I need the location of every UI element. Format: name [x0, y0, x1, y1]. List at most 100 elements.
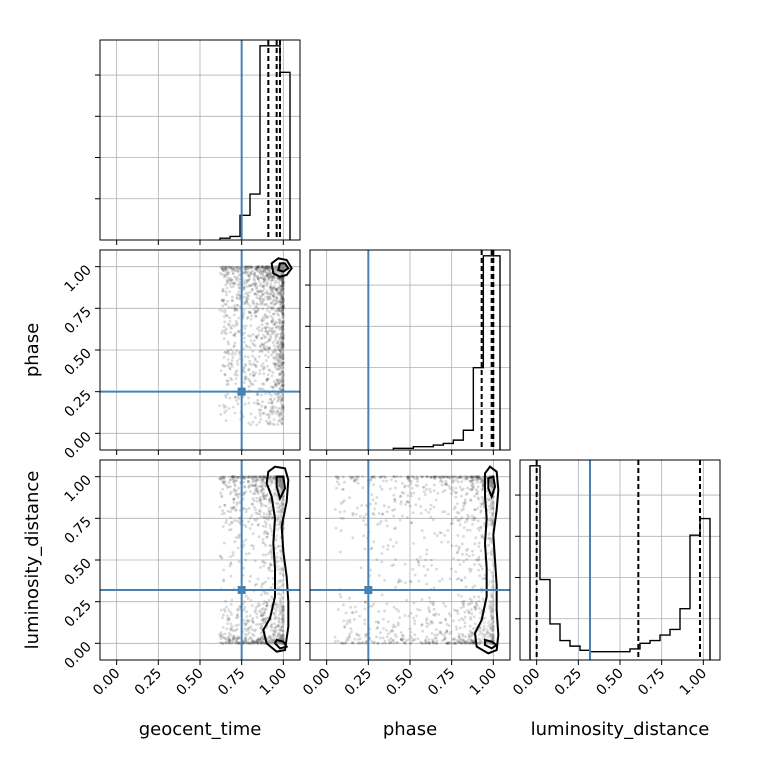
scatter-point: [279, 272, 283, 275]
scatter-point: [269, 406, 273, 410]
scatter-point: [250, 641, 253, 645]
scatter-point: [431, 602, 434, 606]
scatter-point: [463, 475, 466, 479]
scatter-point: [336, 608, 340, 611]
scatter-point: [250, 523, 254, 526]
scatter-point: [251, 266, 254, 270]
scatter-point: [396, 623, 400, 627]
scatter-point: [269, 526, 273, 530]
scatter-point: [472, 615, 476, 619]
scatter-point: [219, 641, 223, 645]
scatter-point: [231, 356, 235, 359]
scatter-point: [266, 305, 270, 309]
scatter-point: [272, 475, 276, 479]
scatter-point: [460, 638, 463, 642]
scatter-point: [234, 616, 238, 620]
scatter-point: [448, 487, 452, 491]
scatter-point: [249, 311, 252, 315]
scatter-point: [266, 350, 270, 354]
scatter-point: [381, 641, 385, 645]
scatter-point: [254, 284, 258, 287]
scatter-point: [272, 476, 276, 480]
scatter-point: [223, 372, 227, 376]
scatter-point: [466, 486, 469, 490]
scatter-point: [269, 638, 273, 642]
scatter-point: [244, 552, 248, 556]
scatter-point: [272, 322, 276, 326]
scatter-point: [340, 641, 344, 645]
scatter-point: [262, 284, 266, 287]
scatter-point: [458, 641, 462, 645]
scatter-point: [272, 475, 276, 479]
scatter-point: [429, 475, 433, 479]
scatter-point: [471, 487, 475, 491]
scatter-point: [273, 357, 277, 361]
scatter-point: [247, 377, 251, 381]
scatter-point: [231, 634, 235, 638]
scatter-point: [280, 370, 284, 374]
scatter-point: [277, 276, 280, 280]
scatter-point: [386, 548, 390, 551]
scatter-point: [255, 401, 259, 405]
scatter-point: [472, 516, 476, 520]
scatter-point: [257, 329, 261, 333]
scatter-point: [262, 488, 266, 492]
scatter-point: [263, 405, 267, 409]
scatter-point: [231, 324, 234, 327]
scatter-point: [490, 594, 494, 597]
scatter-point: [280, 277, 284, 281]
scatter-point: [264, 607, 268, 611]
scatter-point: [229, 528, 233, 531]
scatter-point: [243, 375, 247, 379]
scatter-point: [489, 592, 492, 596]
scatter-point: [236, 269, 240, 273]
scatter-point: [277, 515, 281, 519]
scatter-point: [281, 311, 285, 315]
scatter-point: [249, 334, 252, 338]
scatter-point: [279, 373, 283, 377]
scatter-point: [276, 392, 280, 396]
scatter-point: [278, 346, 282, 350]
scatter-point: [490, 614, 494, 618]
scatter-point: [272, 475, 276, 479]
scatter-point: [343, 624, 346, 628]
scatter-point: [419, 505, 423, 508]
scatter-point: [221, 273, 224, 277]
scatter-point: [463, 615, 467, 619]
contour-scatter-phase-vs-luminosity-distance-0: [473, 465, 500, 655]
scatter-point: [490, 514, 494, 517]
scatter-point: [280, 399, 284, 402]
scatter-point: [238, 357, 241, 361]
scatter-point: [266, 332, 270, 336]
scatter-point: [257, 640, 260, 644]
scatter-point: [236, 641, 240, 645]
scatter-point: [259, 408, 263, 412]
scatter-point: [270, 569, 274, 573]
scatter-point: [450, 475, 454, 479]
scatter-point: [486, 543, 490, 547]
scatter-point: [281, 605, 284, 608]
scatter-point: [279, 559, 283, 563]
scatter-point: [223, 329, 227, 332]
scatter-point: [409, 482, 413, 486]
scatter-point: [261, 272, 264, 276]
scatter-point: [395, 475, 399, 479]
scatter-point: [278, 364, 282, 368]
scatter-point: [361, 486, 365, 490]
scatter-point: [457, 558, 460, 562]
scatter-point: [281, 617, 285, 621]
scatter-point: [224, 419, 228, 423]
scatter-point: [255, 423, 259, 427]
scatter-point: [454, 609, 458, 613]
scatter-point: [242, 621, 246, 625]
scatter-point: [244, 265, 248, 269]
scatter-point: [227, 266, 230, 270]
scatter-point: [253, 282, 257, 286]
scatter-point: [281, 338, 285, 341]
scatter-point: [281, 300, 284, 304]
scatter-point: [354, 477, 358, 481]
scatter-point: [280, 637, 284, 641]
scatter-point: [230, 613, 233, 616]
scatter-point: [459, 637, 462, 640]
scatter-point: [465, 477, 469, 481]
